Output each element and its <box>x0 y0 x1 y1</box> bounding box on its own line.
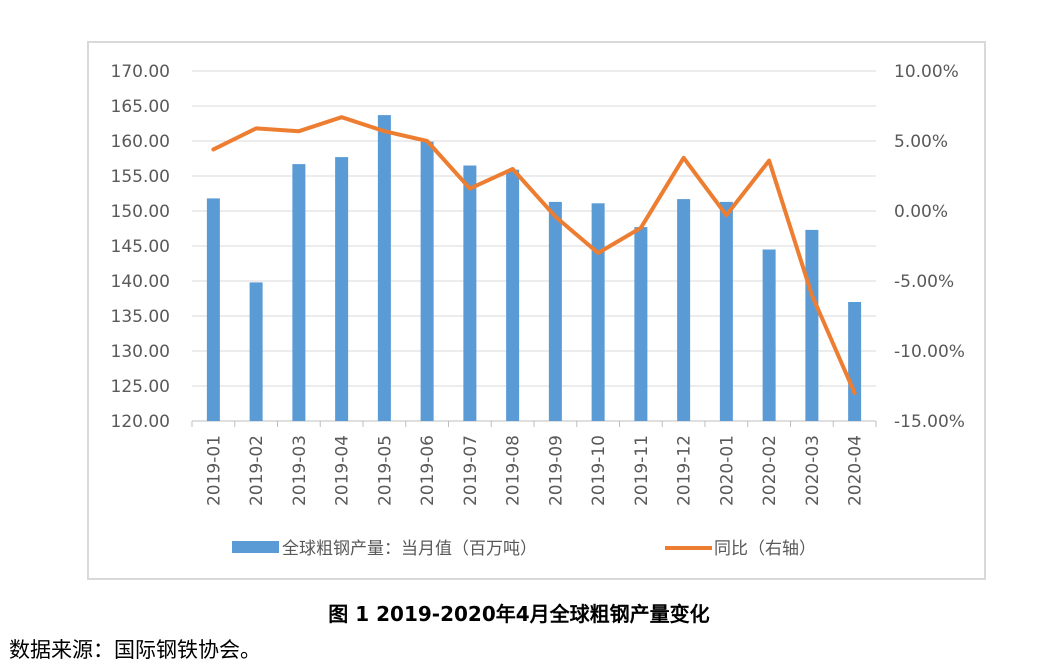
y-right-tick-label: 5.00% <box>894 132 948 152</box>
y-right-tick-label: -10.00% <box>894 342 965 362</box>
bar-2020-02 <box>762 249 776 421</box>
x-tick-label: 2019-07 <box>461 435 481 506</box>
chart-frame: 170.00 165.00 160.00 155.00 150.00 145.00 140.… <box>87 41 986 580</box>
y-right-tick-label: 0.00% <box>894 202 948 222</box>
legend-line-label: 同比（右轴） <box>714 539 816 559</box>
bar-2019-03 <box>292 164 306 421</box>
y-left-tick-label: 160.00 <box>111 132 170 152</box>
x-tick-label: 2019-09 <box>546 435 566 506</box>
bar-2019-10 <box>591 203 605 421</box>
y-left-tick-label: 150.00 <box>111 202 170 222</box>
x-tick-label: 2019-02 <box>247 435 267 506</box>
yoy-line <box>211 115 857 395</box>
bar-2020-04 <box>848 302 862 421</box>
bar-2019-11 <box>634 227 648 421</box>
legend-bar-label: 全球粗钢产量：当月值（百万吨） <box>282 539 537 559</box>
legend-bar-swatch <box>232 541 279 553</box>
y-left-tick-label: 170.00 <box>111 62 170 82</box>
y-right-tick-label: -5.00% <box>894 272 954 292</box>
figure-caption: 图 1 2019-2020年4月全球粗钢产量变化 <box>328 602 710 626</box>
y-right-tick-label: 10.00% <box>894 62 959 82</box>
bar-2019-05 <box>377 115 391 421</box>
x-tick-label: 2019-06 <box>418 435 438 506</box>
y-right-tick-label: -15.00% <box>894 412 965 432</box>
data-source-note: 数据来源：国际钢铁协会。 <box>9 638 261 662</box>
x-tick-label: 2019-11 <box>632 435 652 506</box>
x-tick-label: 2020-04 <box>846 435 866 506</box>
x-tick-label: 2020-03 <box>803 435 823 506</box>
x-tick-label: 2019-04 <box>333 435 353 506</box>
bar-2019-02 <box>249 282 263 421</box>
bar-2019-08 <box>506 169 520 421</box>
bar-2019-09 <box>548 201 562 421</box>
x-tick-label: 2019-05 <box>375 435 395 506</box>
x-tick-label: 2020-01 <box>717 435 737 506</box>
bar-2019-06 <box>420 141 434 421</box>
bar-2019-01 <box>206 198 220 421</box>
bar-2019-12 <box>677 199 691 421</box>
x-tick-label: 2019-12 <box>675 435 695 506</box>
y-left-tick-label: 145.00 <box>111 237 170 257</box>
x-tick-label: 2019-08 <box>504 435 524 506</box>
combo-chart: 170.00 165.00 160.00 155.00 150.00 145.00 140.… <box>111 62 965 559</box>
bar-2019-07 <box>463 165 477 421</box>
x-tick-label: 2020-02 <box>760 435 780 506</box>
y-left-tick-label: 120.00 <box>111 412 170 432</box>
y-left-tick-label: 130.00 <box>111 342 170 362</box>
bar-2019-04 <box>335 157 349 421</box>
bar-2020-03 <box>805 229 819 421</box>
y-left-tick-label: 135.00 <box>111 307 170 327</box>
bar-2020-01 <box>719 201 733 421</box>
x-tick-label: 2019-10 <box>589 435 609 506</box>
y-left-tick-label: 165.00 <box>111 97 170 117</box>
x-tick-label: 2019-01 <box>204 435 224 506</box>
y-left-tick-label: 125.00 <box>111 377 170 397</box>
x-tick-label: 2019-03 <box>290 435 310 506</box>
y-left-tick-label: 140.00 <box>111 272 170 292</box>
y-left-tick-label: 155.00 <box>111 167 170 187</box>
